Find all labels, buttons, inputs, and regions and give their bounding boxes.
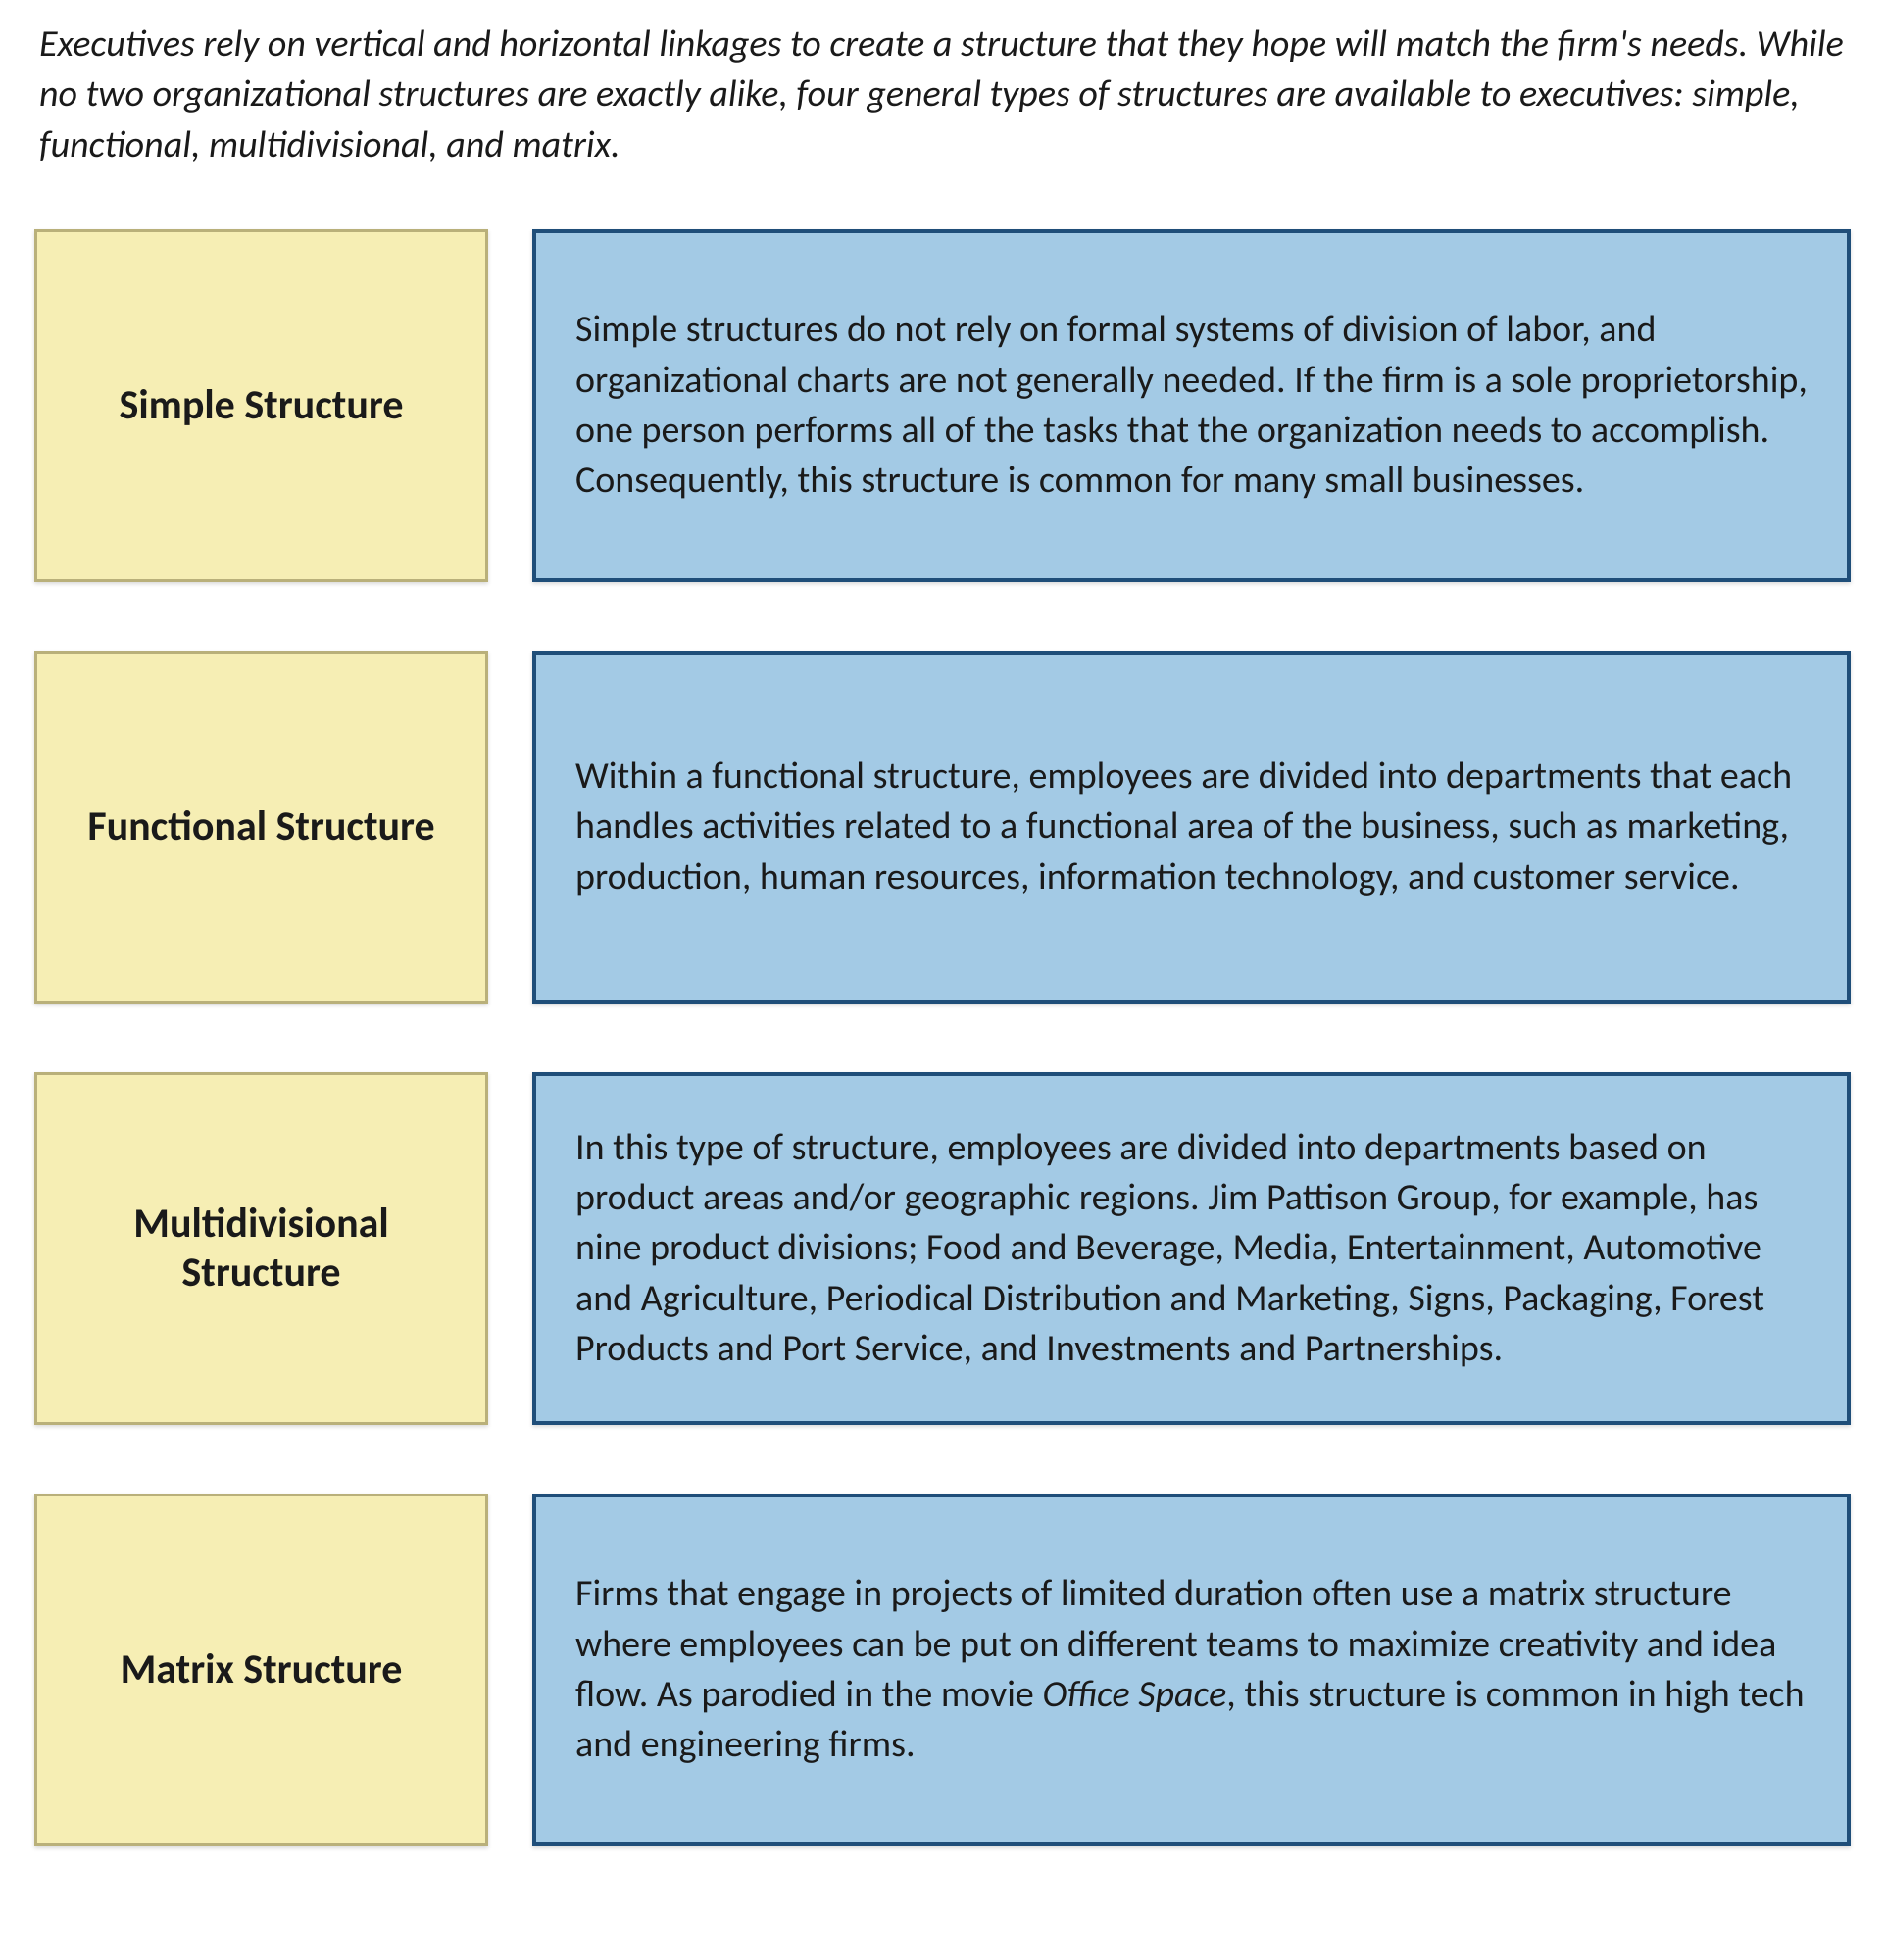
structure-row-simple: Simple Structure Simple structures do no… [34, 229, 1851, 582]
label-box: Functional Structure [34, 651, 488, 1004]
description-box: In this type of structure, employees are… [532, 1072, 1851, 1425]
label-box: Simple Structure [34, 229, 488, 582]
label-box: Matrix Structure [34, 1494, 488, 1846]
description-box: Within a functional structure, employees… [532, 651, 1851, 1004]
structure-row-functional: Functional Structure Within a functional… [34, 651, 1851, 1004]
description-text: In this type of structure, employees are… [575, 1123, 1808, 1374]
desc-pre: Simple structures do not rely on formal … [575, 307, 1808, 503]
description-box: Simple structures do not rely on formal … [532, 229, 1851, 582]
structure-row-matrix: Matrix Structure Firms that engage in pr… [34, 1494, 1851, 1846]
label-text: Matrix Structure [121, 1645, 403, 1694]
label-box: Multidivisional Structure [34, 1072, 488, 1425]
label-text: Functional Structure [87, 803, 434, 852]
desc-pre: In this type of structure, employees are… [575, 1125, 1764, 1371]
structure-row-multidivisional: Multidivisional Structure In this type o… [34, 1072, 1851, 1425]
description-text: Firms that engage in projects of limited… [575, 1569, 1808, 1770]
label-text: Multidivisional Structure [67, 1200, 456, 1298]
structures-list: Simple Structure Simple structures do no… [29, 229, 1856, 1846]
description-text: Simple structures do not rely on formal … [575, 305, 1808, 506]
desc-italic: Office Space [1042, 1672, 1226, 1717]
intro-paragraph: Executives rely on vertical and horizont… [29, 20, 1856, 171]
desc-pre: Within a functional structure, employees… [575, 754, 1792, 900]
label-text: Simple Structure [120, 381, 404, 430]
description-text: Within a functional structure, employees… [575, 752, 1808, 903]
description-box: Firms that engage in projects of limited… [532, 1494, 1851, 1846]
